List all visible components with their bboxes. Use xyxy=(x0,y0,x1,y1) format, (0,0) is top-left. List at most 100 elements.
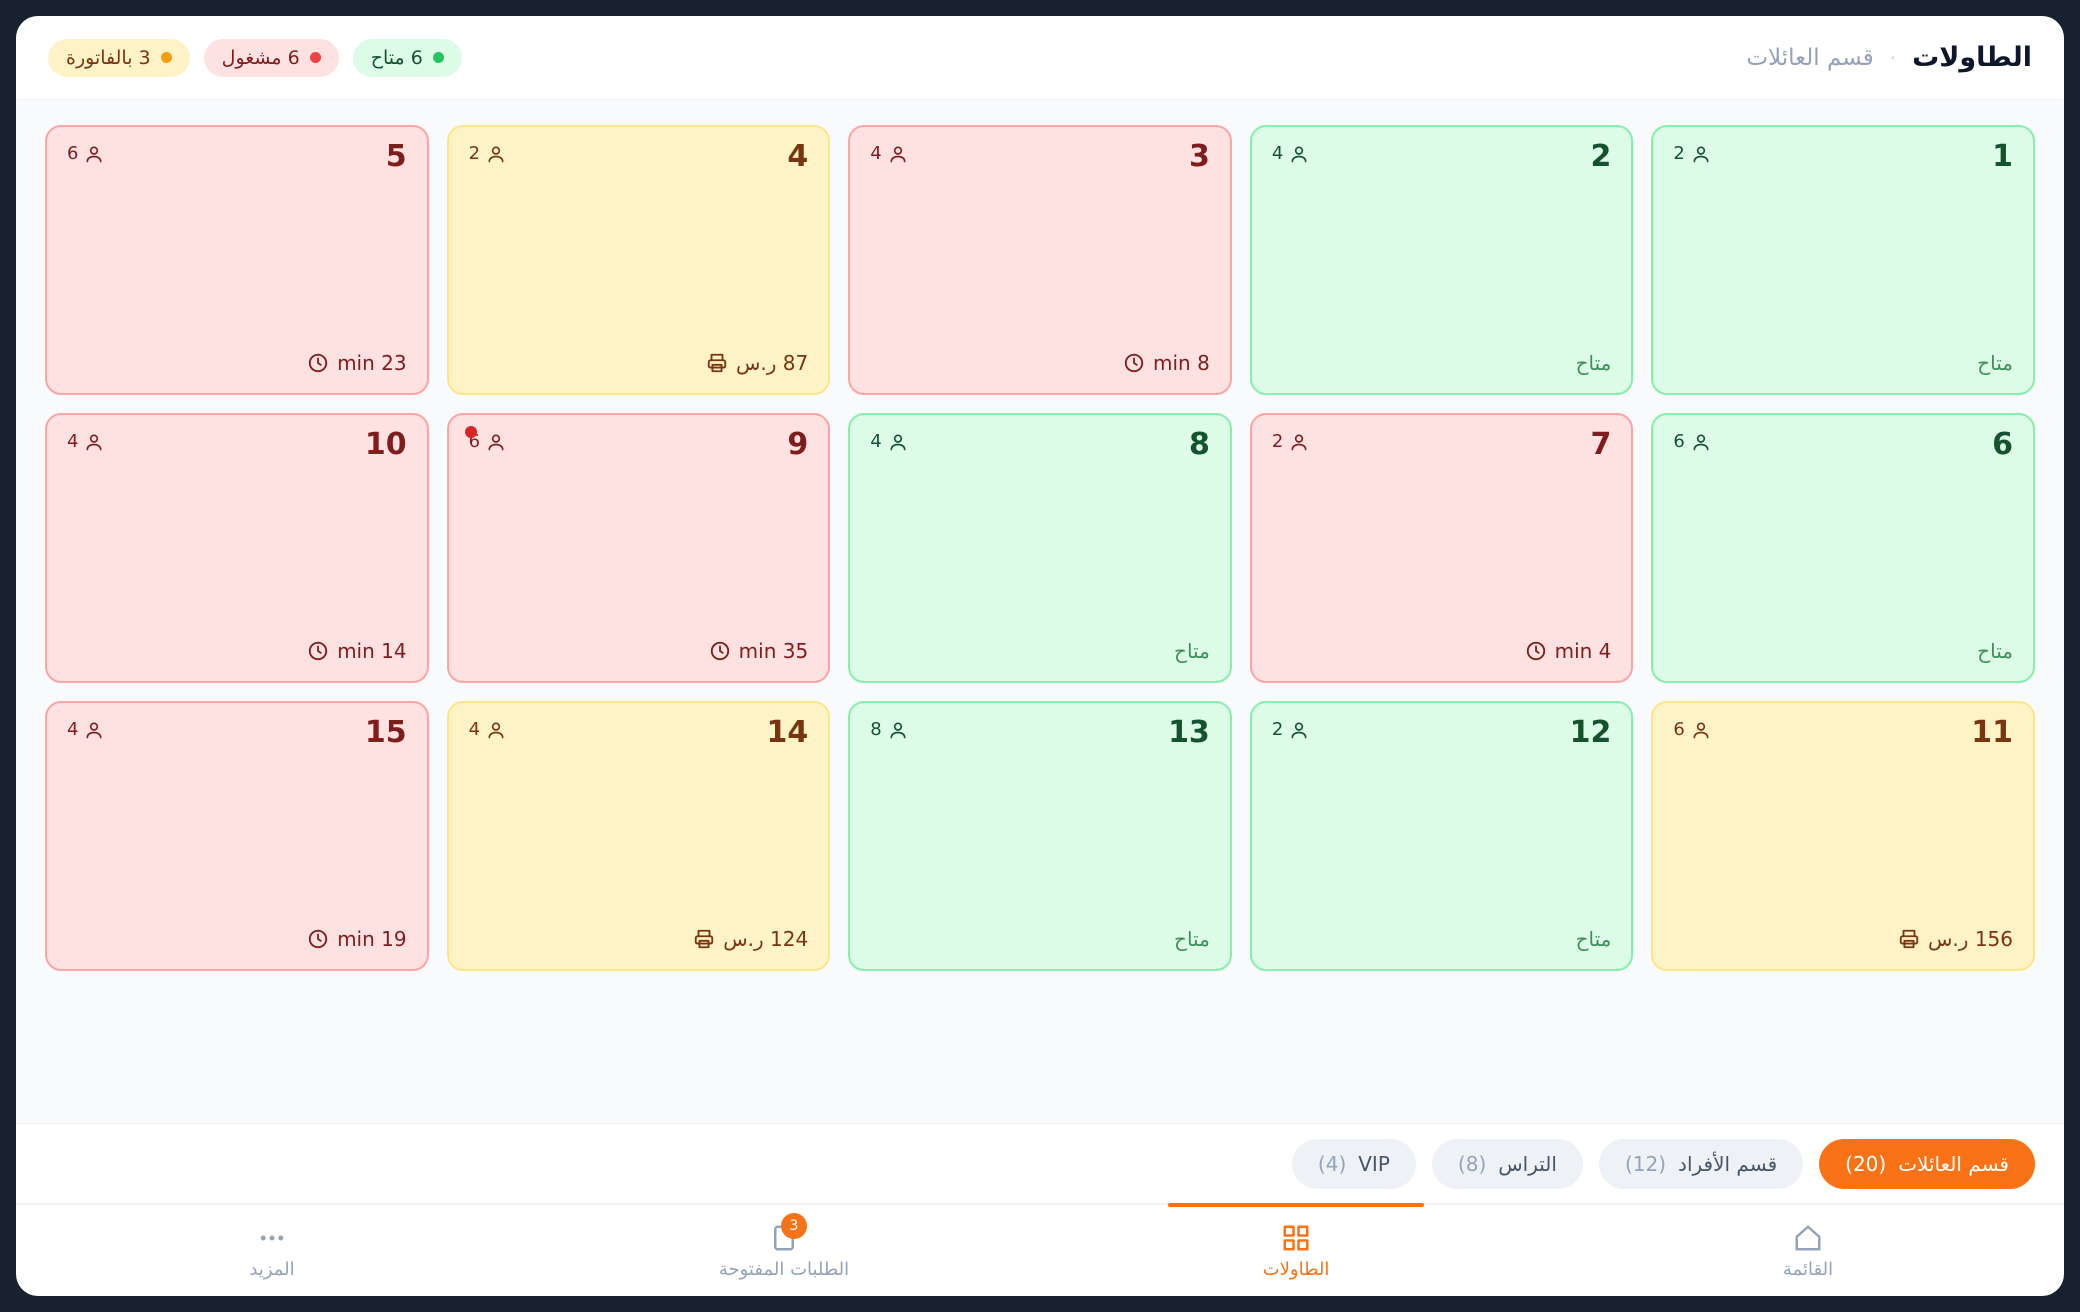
seats: 6 xyxy=(469,431,506,452)
seats: 6 xyxy=(1673,431,1710,452)
footer-text: 156 ر.س xyxy=(1928,927,2013,951)
footer-text: 87 ر.س xyxy=(735,351,809,375)
seats: 2 xyxy=(469,143,506,164)
nav-label: القائمة xyxy=(1782,1259,1834,1280)
tab-count: (12) xyxy=(1624,1151,1667,1176)
footer-text: 124 ر.س xyxy=(723,927,809,951)
seats: 4 xyxy=(67,719,104,740)
seats: 2 xyxy=(1673,143,1710,164)
seat-count: 2 xyxy=(1673,143,1685,164)
header: الطاولات · قسم العائلات 6 متاح 6 مشغول 3 ب… xyxy=(16,16,2064,100)
tables-grid: 1 2 متاح 2 4 متاح 3 4 8 min 4 2 87 ر.س 5 6 23 min 6 6 متا… xyxy=(45,125,2035,971)
table-number: 4 xyxy=(787,139,809,174)
person-icon xyxy=(486,432,506,452)
seat-count: 8 xyxy=(870,719,882,740)
status-summary: 6 متاح 6 مشغول 3 بالفاتورة xyxy=(48,38,462,77)
person-icon xyxy=(84,144,104,164)
table-number: 11 xyxy=(1971,715,2013,750)
nav-icon xyxy=(1793,1221,1823,1255)
status-text: 6 متاح xyxy=(370,46,423,69)
status-dot xyxy=(309,52,321,63)
nav-label: الطاولات xyxy=(1262,1259,1330,1280)
nav-item[interactable]: 3 الطلبات المفتوحة xyxy=(528,1205,1040,1296)
seats: 8 xyxy=(870,719,907,740)
footer-text: متاح xyxy=(1575,351,1612,375)
seats: 2 xyxy=(1272,431,1309,452)
person-icon xyxy=(888,432,908,452)
section-tab[interactable]: التراس (8) xyxy=(1431,1138,1583,1189)
footer-text: 4 min xyxy=(1554,639,1612,663)
table-footer: 35 min xyxy=(709,639,809,663)
seats: 4 xyxy=(1272,143,1309,164)
status-pill: 3 بالفاتورة xyxy=(48,38,190,77)
table-number: 15 xyxy=(364,715,407,750)
table-card[interactable]: 1 2 متاح xyxy=(1651,125,2035,395)
person-icon xyxy=(1289,432,1309,452)
nav-item[interactable]: المزيد xyxy=(16,1205,528,1296)
section-tabs: قسم العائلات (20) قسم الأفراد (12) التراس (8)… xyxy=(16,1123,2064,1205)
table-footer: متاح xyxy=(1174,927,1210,951)
tab-count: (8) xyxy=(1457,1151,1487,1176)
table-footer: 4 min xyxy=(1525,639,1612,663)
nav-icon xyxy=(1281,1221,1311,1255)
table-card[interactable]: 13 8 متاح xyxy=(848,701,1232,971)
seat-count: 6 xyxy=(1673,431,1685,452)
person-icon xyxy=(84,432,104,452)
page-title: الطاولات xyxy=(1912,42,2032,73)
nav-icon: 3 xyxy=(769,1213,807,1255)
table-card[interactable]: 14 4 124 ر.س xyxy=(446,701,831,971)
clock-icon xyxy=(709,640,731,662)
status-dot xyxy=(160,52,172,63)
seats: 4 xyxy=(67,431,104,452)
seat-count: 2 xyxy=(1271,431,1284,452)
section-tab[interactable]: قسم العائلات (20) xyxy=(1819,1138,2035,1189)
table-card[interactable]: 11 6 156 ر.س xyxy=(1651,701,2035,971)
separator: · xyxy=(1889,45,1897,70)
table-card[interactable]: 4 2 87 ر.س xyxy=(446,125,831,395)
status-text: 3 بالفاتورة xyxy=(66,46,151,69)
printer-icon xyxy=(693,928,715,950)
seats: 4 xyxy=(870,143,907,164)
table-footer: 19 min xyxy=(307,927,407,951)
table-card[interactable]: 12 2 متاح xyxy=(1249,701,1634,971)
nav-item[interactable]: الطاولات xyxy=(1040,1203,1552,1296)
person-icon xyxy=(1691,144,1711,164)
bottom-nav: القائمة الطاولات 3 الطلبات المفتوحة المزيد xyxy=(16,1203,2064,1296)
person-icon xyxy=(486,720,506,740)
printer-icon xyxy=(1898,928,1920,950)
table-card[interactable]: 15 4 19 min xyxy=(45,701,429,971)
section-tab[interactable]: قسم الأفراد (12) xyxy=(1598,1138,1804,1189)
seats: 4 xyxy=(469,719,506,740)
clock-icon xyxy=(307,640,329,662)
table-card[interactable]: 7 2 4 min xyxy=(1249,413,1634,683)
table-card[interactable]: 6 6 متاح xyxy=(1651,413,2035,683)
tables-area: 1 2 متاح 2 4 متاح 3 4 8 min 4 2 87 ر.س 5 6 23 min 6 6 متا… xyxy=(16,100,2064,1123)
table-card[interactable]: 2 4 متاح xyxy=(1249,125,1634,395)
table-card[interactable]: 3 4 8 min xyxy=(848,125,1232,395)
table-number: 12 xyxy=(1569,715,1612,750)
table-number: 10 xyxy=(364,427,407,462)
table-card[interactable]: 9 6 35 min xyxy=(446,413,831,683)
seat-count: 6 xyxy=(67,143,79,164)
seat-count: 2 xyxy=(1271,719,1284,740)
section-tab[interactable]: VIP (4) xyxy=(1291,1138,1416,1189)
person-icon xyxy=(1289,144,1309,164)
seat-count: 4 xyxy=(870,143,882,164)
footer-text: 35 min xyxy=(738,639,809,663)
table-number: 9 xyxy=(787,427,809,462)
tab-count: (20) xyxy=(1845,1151,1887,1176)
table-number: 2 xyxy=(1590,139,1612,174)
table-card[interactable]: 10 4 14 min xyxy=(45,413,429,683)
footer-text: متاح xyxy=(1977,351,2013,375)
tab-label: VIP xyxy=(1358,1151,1390,1176)
table-card[interactable]: 5 6 23 min xyxy=(45,125,429,395)
table-number: 13 xyxy=(1168,715,1210,750)
nav-item[interactable]: القائمة xyxy=(1552,1205,2064,1296)
icon xyxy=(257,1223,287,1253)
nav-icon xyxy=(257,1221,287,1255)
icon xyxy=(1281,1223,1311,1253)
tab-label: قسم العائلات xyxy=(1898,1151,2009,1176)
table-card[interactable]: 8 4 متاح xyxy=(848,413,1232,683)
table-number: 3 xyxy=(1188,139,1210,174)
